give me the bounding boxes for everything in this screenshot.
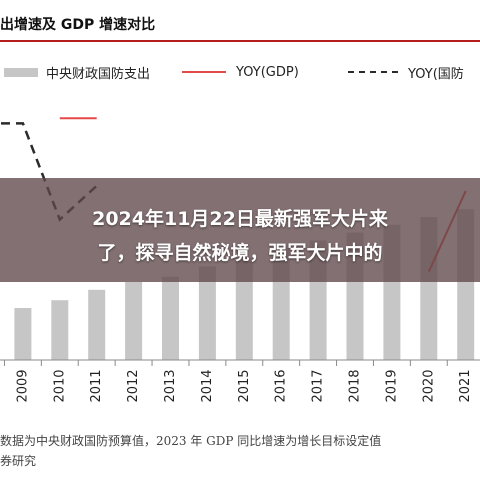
- legend-label-bar: 中央财政国防支出: [46, 66, 151, 82]
- source-note-1: 数据为中央财政国防预算值，2023 年 GDP 同比增速为增长目标设定值: [0, 434, 382, 448]
- legend-label-defense: YOY(国防: [408, 66, 464, 82]
- chart-title: 出增速及 GDP 增速对比: [0, 17, 156, 33]
- bar-2014: [198, 266, 216, 360]
- x-tick-label-2015: 2015: [237, 369, 252, 402]
- x-tick-label-2009: 2009: [15, 369, 30, 402]
- legend-item-gdp: YOY(GDP): [182, 58, 299, 86]
- x-tick-label-2016: 2016: [274, 369, 289, 402]
- legend: 中央财政国防支出 YOY(GDP) YOY(国防: [0, 58, 480, 86]
- legend-label-gdp: YOY(GDP): [236, 64, 299, 80]
- headline-line-1: 2024年11月22日最新强军大片来: [92, 208, 388, 230]
- legend-swatch-gdp: [182, 71, 226, 73]
- bar-2009: [14, 308, 32, 360]
- x-tick-label-2013: 2013: [163, 369, 178, 402]
- headline-overlay: 2024年11月22日最新强军大片来 了，探寻自然秘境，强军大片中的: [0, 178, 480, 282]
- x-tick-label-2020: 2020: [421, 369, 436, 402]
- bar-2015: [235, 258, 253, 360]
- x-tick-label-2019: 2019: [384, 369, 399, 402]
- x-tick-label-2011: 2011: [89, 369, 104, 402]
- x-tick-labels: 2008200920102011201220132014201520162017…: [15, 369, 473, 402]
- source-note-2: 券研究: [0, 454, 37, 468]
- x-tick-marks: [3, 360, 448, 366]
- x-tick-label-2018: 2018: [348, 369, 363, 402]
- headline-line-2: 了，探寻自然秘境，强军大片中的: [97, 242, 383, 264]
- x-tick-label-2010: 2010: [52, 369, 67, 402]
- bar-2012: [125, 282, 143, 360]
- legend-item-bar: 中央财政国防支出: [4, 58, 150, 86]
- legend-swatch-defense: [348, 71, 398, 73]
- defense-line-segment-0: [0, 122, 98, 222]
- bar-2011: [88, 289, 106, 360]
- bar-2010: [51, 300, 69, 360]
- legend-item-defense: YOY(国防: [348, 58, 464, 86]
- bar-2013: [162, 276, 179, 360]
- x-tick-label-2012: 2012: [126, 369, 141, 402]
- x-tick-label-2014: 2014: [200, 369, 215, 402]
- x-tick-label-2021: 2021: [458, 369, 473, 402]
- title-rule: [0, 40, 480, 42]
- legend-swatch-bar: [4, 67, 38, 77]
- x-tick-label-2017: 2017: [311, 369, 326, 402]
